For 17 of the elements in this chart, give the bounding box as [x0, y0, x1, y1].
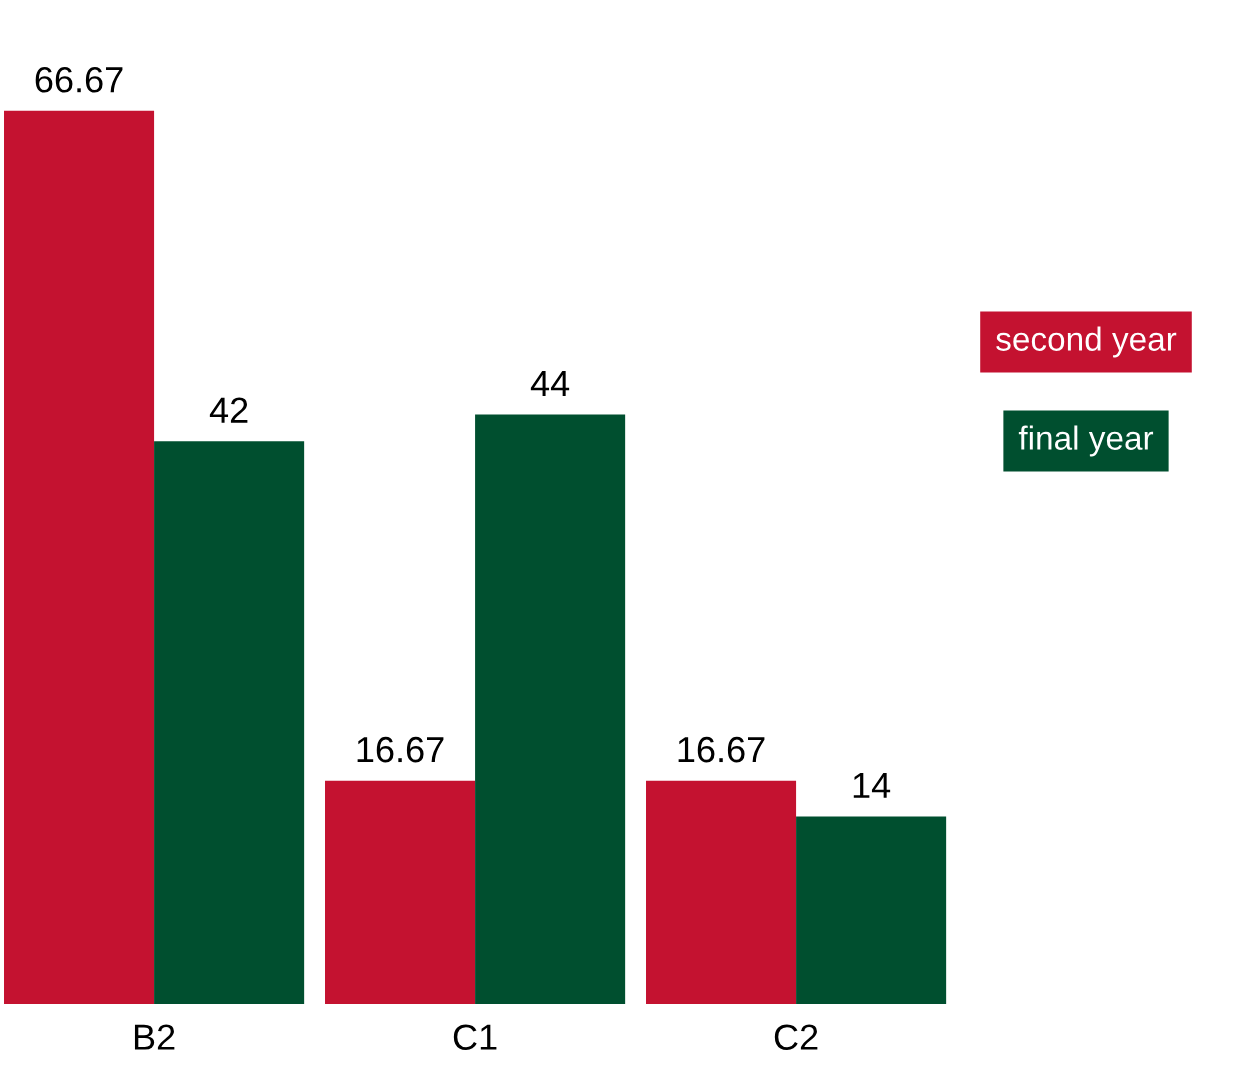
x-tick-label: C1	[453, 1024, 497, 1050]
text: final year	[1018, 425, 1154, 457]
bar	[796, 816, 947, 1004]
data-label: 42	[209, 397, 248, 423]
data-label: 16.67	[678, 736, 765, 763]
bar	[646, 780, 797, 1004]
data-label: 44	[530, 371, 570, 396]
bar	[325, 780, 476, 1004]
text: second year	[996, 326, 1177, 358]
data-label: 16.67	[357, 736, 444, 763]
bar	[154, 441, 305, 1004]
data-label: 66.67	[35, 66, 123, 93]
bar	[475, 414, 626, 1004]
x-tick-label: C2	[774, 1024, 818, 1050]
bar	[4, 110, 155, 1004]
x-tick-label: B2	[134, 1024, 175, 1050]
data-label: 14	[853, 772, 891, 798]
